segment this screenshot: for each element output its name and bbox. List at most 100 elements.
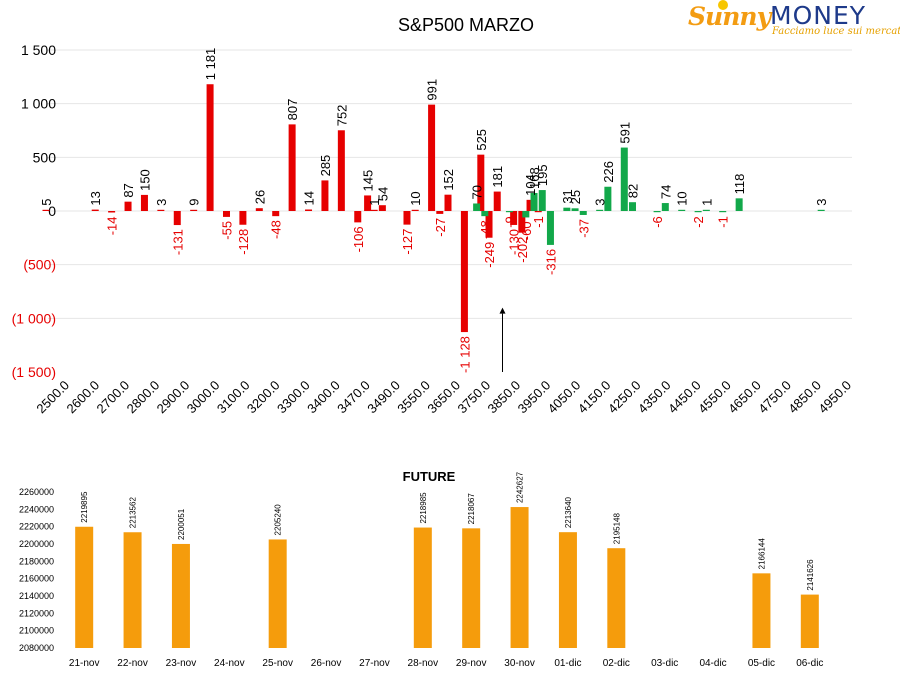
bar [268, 539, 287, 648]
data-label: 9 [187, 199, 202, 206]
data-label: 145 [361, 170, 376, 192]
y-tick-label: 0 [48, 203, 56, 219]
data-label: 2219895 [80, 491, 89, 523]
data-label: 195 [535, 164, 550, 186]
data-label: 87 [121, 183, 136, 197]
data-label: 2141626 [806, 559, 815, 591]
data-label: -9 [502, 216, 517, 228]
bar [222, 211, 230, 217]
data-label: 70 [470, 185, 485, 199]
data-label: 1 181 [203, 48, 218, 81]
y-tick-label: 2140000 [19, 591, 54, 601]
bar [571, 208, 579, 211]
bar [563, 207, 571, 211]
options-chart-gridlines [48, 49, 852, 319]
x-tick-label: 4450.0 [665, 378, 704, 417]
x-tick-label: 27-nov [359, 658, 390, 669]
x-tick-label: 3950.0 [515, 378, 554, 417]
bar [678, 209, 686, 211]
x-tick-label: 29-nov [456, 658, 487, 669]
bar [518, 211, 526, 233]
data-label: -131 [170, 229, 185, 255]
data-label: 10 [675, 191, 690, 205]
x-tick-label: 2500.0 [33, 378, 72, 417]
bar [473, 203, 481, 211]
x-tick-label: 3550.0 [394, 378, 433, 417]
bar [694, 211, 702, 213]
bar [505, 211, 513, 213]
data-label: 152 [441, 169, 456, 191]
x-tick-label: 21-nov [69, 658, 100, 669]
annotation-arrowhead [499, 307, 506, 314]
bar [653, 211, 661, 213]
y-tick-label: 2200000 [19, 539, 54, 549]
data-label: 2205240 [274, 504, 283, 536]
data-label: 26 [252, 190, 267, 204]
bar [171, 543, 190, 648]
data-label: 25 [568, 190, 583, 204]
data-label: -1 [531, 216, 546, 228]
bar [534, 211, 542, 213]
bar [354, 211, 362, 223]
logo-brand-money: MONEY [770, 1, 867, 30]
y-tick-label: 2100000 [19, 626, 54, 636]
x-tick-label: 4350.0 [635, 378, 674, 417]
bar [378, 205, 386, 211]
sun-icon [718, 0, 728, 10]
logo-brand-sunny: Sunny [688, 2, 771, 31]
options-chart-x-axis: 2500.02600.02700.02800.02900.03000.03100… [33, 378, 854, 417]
x-tick-label: 2800.0 [124, 378, 163, 417]
data-label: 2213562 [129, 497, 138, 529]
future-chart-data-labels: 2219895 2213562 2200051 2205240 2218985 22180… [80, 471, 815, 590]
x-tick-label: 3490.0 [364, 378, 403, 417]
data-label: 2200051 [177, 508, 186, 540]
bar [817, 209, 825, 211]
bar [719, 211, 727, 213]
bar [255, 208, 263, 211]
x-tick-label: 3850.0 [485, 378, 524, 417]
bar [370, 209, 378, 211]
bar [75, 526, 94, 648]
x-tick-label: 3400.0 [304, 378, 343, 417]
x-tick-label: 3470.0 [334, 378, 373, 417]
y-tick-label: 2180000 [19, 556, 54, 566]
bar [735, 198, 743, 211]
data-label: 54 [375, 187, 390, 201]
bar [173, 211, 181, 226]
x-tick-label: 4750.0 [755, 378, 794, 417]
bar [190, 209, 198, 211]
x-tick-label: 05-dic [748, 658, 775, 669]
bar [321, 180, 329, 211]
options-chart-bars [42, 84, 825, 333]
data-label: 991 [425, 79, 440, 101]
bar [460, 211, 468, 333]
bar [436, 211, 444, 214]
y-tick-label: 2240000 [19, 504, 54, 514]
data-label: -316 [543, 249, 558, 275]
x-tick-label: 02-dic [603, 658, 630, 669]
bar [42, 209, 50, 211]
data-label: -6 [650, 216, 665, 228]
bar [364, 195, 372, 211]
bar [337, 130, 345, 211]
data-label: 3 [593, 199, 608, 206]
data-label: 31 [560, 189, 575, 203]
y-tick-label: 2160000 [19, 574, 54, 584]
bar [108, 211, 116, 213]
y-tick-label: 2260000 [19, 487, 54, 497]
bar [526, 199, 534, 211]
future-chart-title: FUTURE [403, 469, 456, 484]
data-label: -130 [507, 229, 522, 255]
x-tick-label: 24-nov [214, 658, 245, 669]
bar [140, 194, 148, 211]
y-tick-label: 2080000 [19, 643, 54, 653]
x-tick-label: 28-nov [408, 658, 439, 669]
x-tick-label: 26-nov [311, 658, 342, 669]
bar [579, 211, 587, 215]
bar [493, 191, 501, 211]
x-tick-label: 2700.0 [94, 378, 133, 417]
future-chart-bars [75, 507, 819, 648]
options-chart-title: S&P500 MARZO [398, 15, 534, 35]
data-label: -27 [433, 218, 448, 237]
